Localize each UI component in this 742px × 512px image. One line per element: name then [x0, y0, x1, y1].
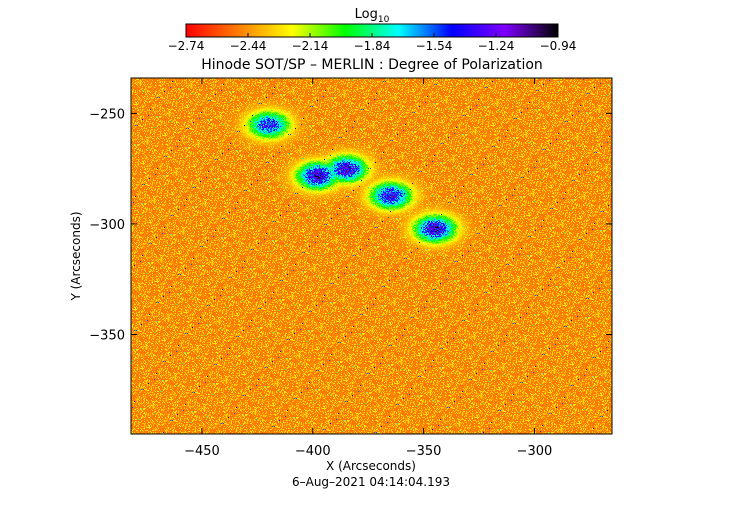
x-tick-label: −450: [184, 444, 220, 459]
colorbar-tick-label: −1.54: [416, 39, 453, 53]
y-tick-label: −350: [89, 328, 125, 343]
y-axis-label: Y (Arcseconds): [69, 211, 83, 301]
colorbar-tick-label: −2.74: [168, 39, 205, 53]
x-axis-ticks: −450 −400 −350 −300: [184, 78, 552, 459]
colorbar-tick-label: −0.94: [540, 39, 577, 53]
x-axis-label: X (Arcseconds): [326, 459, 416, 473]
x-tick-label: −400: [295, 444, 331, 459]
y-tick-label: −250: [89, 107, 125, 122]
colorbar-tick-label: −1.24: [478, 39, 515, 53]
plot-frame: [130, 77, 613, 435]
colorbar-tick-label: −1.84: [354, 39, 391, 53]
colorbar-label: Log10: [355, 7, 390, 25]
colorbar-tick-label: −2.14: [292, 39, 329, 53]
colorbar-tick-label: −2.44: [230, 39, 267, 53]
y-tick-label: −300: [89, 218, 125, 233]
y-axis-ticks: −250 −300 −350: [89, 107, 612, 343]
chart-title: Hinode SOT/SP – MERLIN : Degree of Polar…: [201, 57, 543, 73]
x-tick-label: −350: [406, 444, 442, 459]
polarization-map: [131, 78, 612, 434]
timestamp: 6–Aug–2021 04:14:04.193: [292, 475, 450, 489]
x-tick-label: −300: [517, 444, 553, 459]
colorbar-ticks: −2.74 −2.44 −2.14 −1.84 −1.54 −1.24 −0.94: [168, 33, 577, 53]
